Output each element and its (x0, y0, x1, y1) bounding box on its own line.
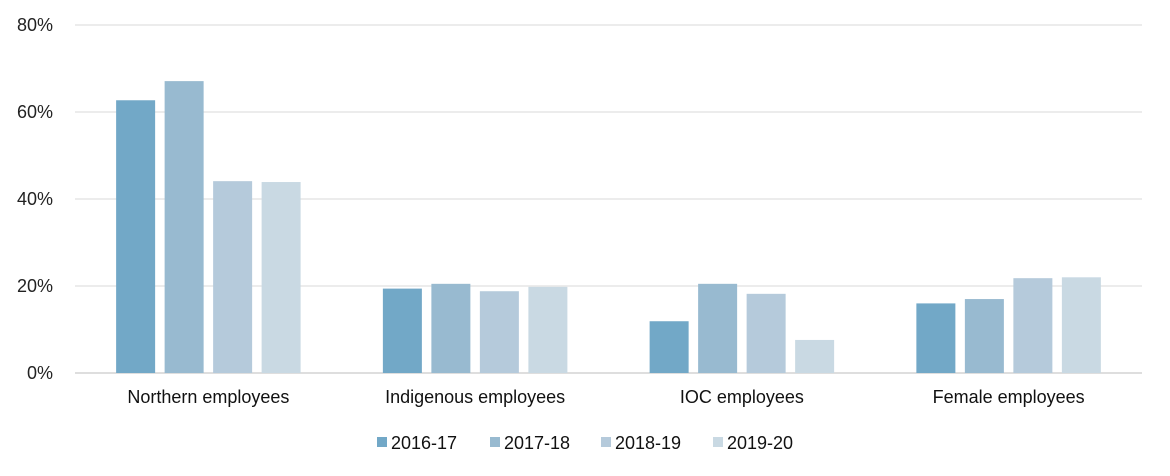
legend: 2016-17 2017-18 2018-19 2019-20 (377, 433, 793, 453)
legend-label: 2016-17 (391, 433, 457, 453)
legend-swatch (713, 437, 723, 447)
bar (916, 303, 956, 373)
bar (1013, 278, 1053, 373)
y-tick-label: 20% (17, 276, 53, 296)
legend-label: 2018-19 (615, 433, 681, 453)
x-category-label: Indigenous employees (385, 387, 565, 407)
legend-swatch (490, 437, 500, 447)
bar (261, 182, 301, 373)
bar (746, 293, 786, 373)
bar (795, 339, 835, 373)
bar (698, 283, 738, 373)
x-category-label: Northern employees (127, 387, 289, 407)
y-tick-label: 80% (17, 15, 53, 35)
bar (116, 100, 156, 373)
legend-label: 2017-18 (504, 433, 570, 453)
legend-swatch (601, 437, 611, 447)
y-tick-label: 60% (17, 102, 53, 122)
bars (116, 81, 1101, 374)
legend-swatch (377, 437, 387, 447)
y-axis: 0% 20% 40% 60% 80% (17, 15, 53, 383)
bar (479, 291, 519, 373)
bar (382, 288, 422, 373)
bar (649, 321, 689, 373)
bar (964, 299, 1004, 373)
y-tick-label: 40% (17, 189, 53, 209)
x-axis: Northern employees Indigenous employees IO… (127, 387, 1084, 407)
x-category-label: Female employees (933, 387, 1085, 407)
bar (528, 286, 568, 373)
bar (1061, 277, 1101, 373)
y-tick-label: 0% (27, 363, 53, 383)
bar (431, 283, 471, 373)
legend-label: 2019-20 (727, 433, 793, 453)
x-category-label: IOC employees (680, 387, 804, 407)
grid-lines (75, 24, 1142, 374)
bar (213, 181, 253, 373)
bar (164, 81, 204, 374)
